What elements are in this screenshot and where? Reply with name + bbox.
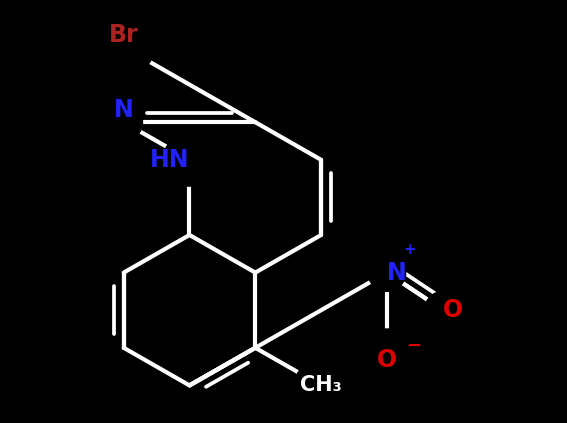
Circle shape — [105, 103, 142, 141]
Text: −: − — [406, 337, 421, 355]
Text: O: O — [443, 298, 463, 322]
Text: +: + — [403, 242, 416, 257]
Text: N: N — [114, 98, 134, 122]
Circle shape — [163, 134, 216, 186]
Circle shape — [295, 359, 348, 412]
Text: Br: Br — [109, 23, 138, 47]
Circle shape — [94, 17, 154, 77]
Text: HN: HN — [150, 148, 189, 172]
Text: N: N — [387, 261, 407, 285]
Text: CH₃: CH₃ — [300, 375, 342, 396]
Circle shape — [368, 254, 406, 291]
Circle shape — [368, 329, 406, 367]
Circle shape — [425, 291, 462, 329]
Text: O: O — [377, 348, 397, 372]
